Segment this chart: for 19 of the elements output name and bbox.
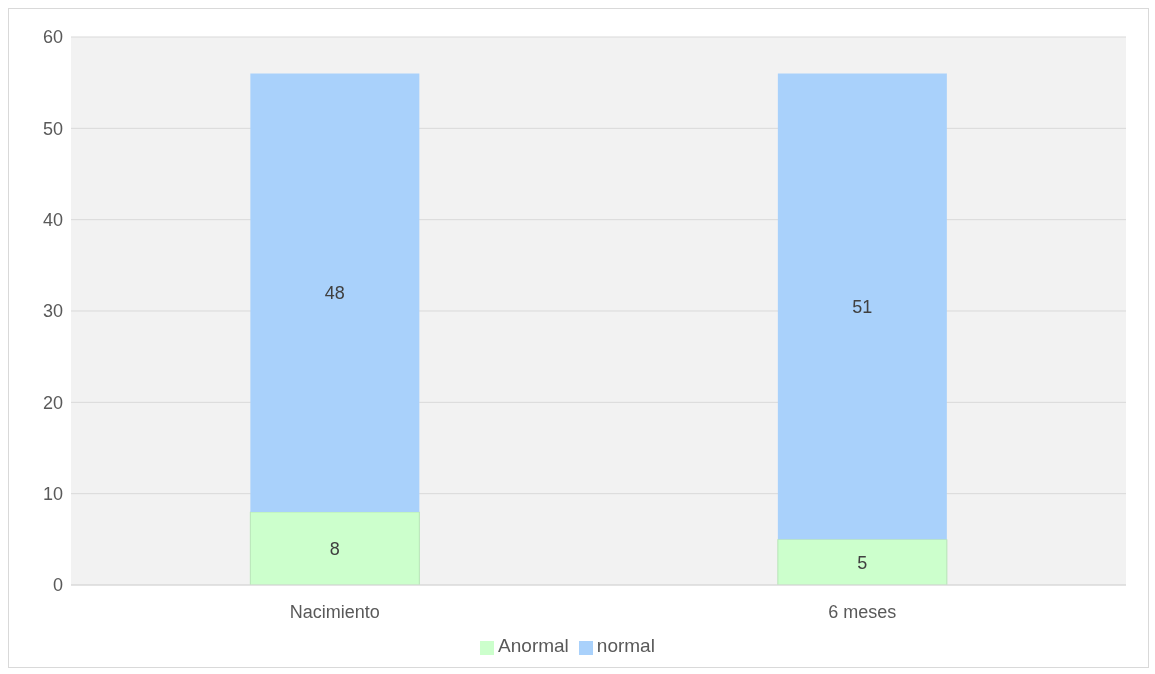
y-tick-label: 0 — [52, 575, 63, 596]
data-label: 51 — [852, 296, 873, 317]
bar — [777, 73, 947, 540]
bar — [250, 73, 420, 512]
y-tick-label: 60 — [42, 27, 63, 48]
y-tick-label: 40 — [42, 210, 63, 231]
y-tick-label: 10 — [42, 484, 63, 505]
data-label: 5 — [857, 552, 868, 573]
legend-label: normal — [596, 635, 655, 656]
bar — [249, 511, 420, 585]
x-tick-label: Nacimiento — [289, 601, 380, 622]
data-label: 48 — [324, 283, 345, 304]
x-tick-label: 6 meses — [828, 601, 897, 622]
bar — [777, 538, 948, 585]
data-label: 8 — [329, 538, 340, 559]
y-tick-label: 50 — [42, 118, 63, 139]
legend-label: Anormal — [498, 635, 569, 656]
y-tick-label: 20 — [42, 392, 63, 413]
y-tick-label: 30 — [42, 301, 63, 322]
